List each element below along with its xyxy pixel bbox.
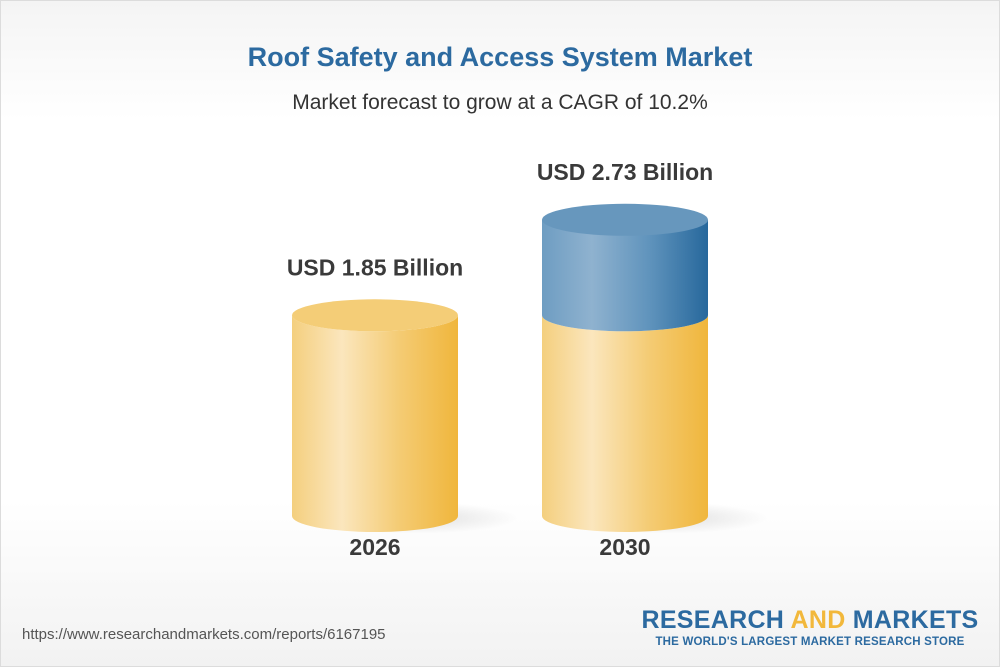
cylinder-body-base (542, 315, 708, 532)
brand-logo: RESEARCH AND MARKETS THE WORLD'S LARGEST… (640, 606, 980, 648)
chart-title: Roof Safety and Access System Market (247, 42, 753, 72)
category-label: 2030 (599, 534, 650, 560)
cylinder-body-base (292, 315, 458, 532)
cylinder-top (542, 203, 708, 236)
category-label: 2026 (349, 534, 400, 560)
data-label: USD 2.73 Billion (537, 159, 713, 185)
source-url: https://www.researchandmarkets.com/repor… (22, 626, 386, 643)
logo-and: AND (790, 606, 846, 634)
logo-wordmark: RESEARCH AND MARKETS (640, 606, 980, 635)
logo-research: RESEARCH (641, 606, 791, 634)
cylinder-body-growth (542, 219, 708, 332)
cylinder-top (292, 299, 458, 332)
data-label: USD 1.85 Billion (287, 254, 463, 280)
logo-tagline: THE WORLD'S LARGEST MARKET RESEARCH STOR… (655, 636, 965, 648)
logo-markets: MARKETS (845, 606, 979, 634)
chart-subtitle: Market forecast to grow at a CAGR of 10.… (292, 91, 708, 114)
